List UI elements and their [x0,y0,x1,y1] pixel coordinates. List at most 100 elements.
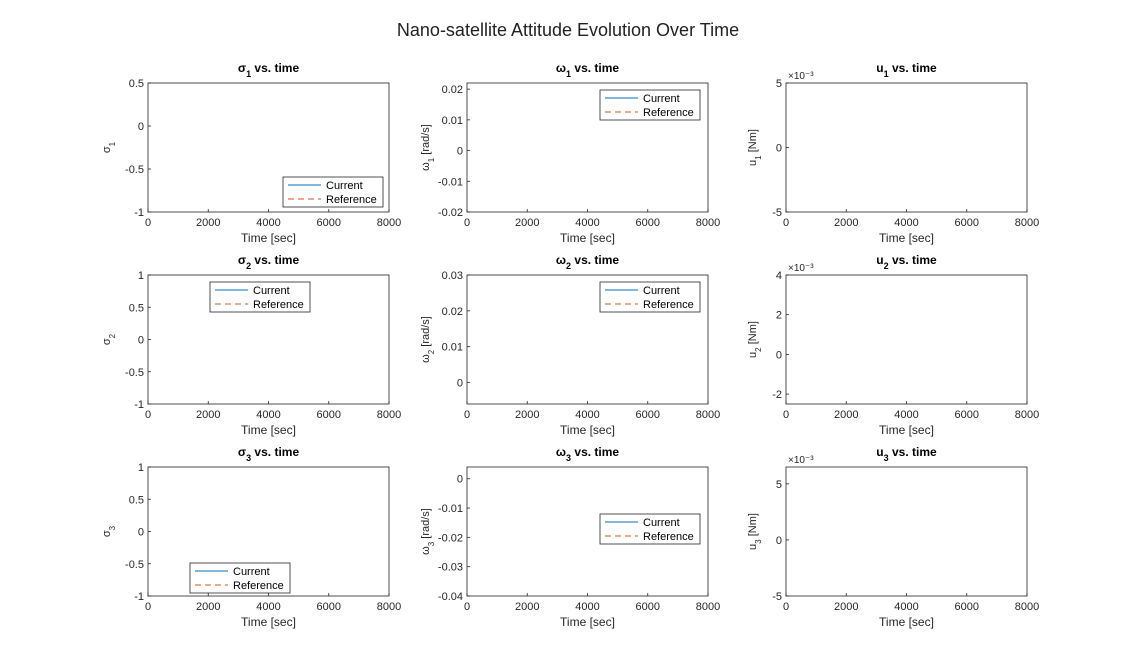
subplot-w3: 0 2000 4000 6000 8000 -0.04 -0.03 -0.02 -0.01 0 Ti… [420,445,720,629]
x-axis-label: Time [sec] [241,423,296,437]
x-tick-label: 4000 [894,409,918,421]
legend: Current Reference [209,281,311,313]
subplot-title: u3 vs. time [876,445,937,463]
y-tick-label: 0.5 [129,302,144,314]
x-tick-label: 2000 [515,409,539,421]
legend-box [209,281,311,313]
legend-label-current: Current [253,285,290,297]
legend-label-current: Current [326,180,363,192]
x-axis-label: Time [sec] [241,231,296,245]
x-tick-label: 0 [783,217,789,229]
subplot-title: σ2 vs. time [238,253,300,271]
axis-multiplier: ×10⁻³ [788,263,814,274]
legend-box [282,176,384,208]
axes-frame [785,274,1028,405]
y-tick-label: -0.5 [125,559,144,571]
y-tick-label: -1 [134,591,144,603]
x-tick-label: 2000 [196,409,220,421]
x-tick-label: 0 [464,601,470,613]
x-axis-label: Time [sec] [560,231,615,245]
x-tick-label: 0 [783,409,789,421]
y-axis-label: ω2 [rad/s] [420,316,436,363]
y-tick-label: 0.5 [129,78,144,90]
y-tick-label: -2 [772,389,782,401]
x-tick-label: 0 [464,409,470,421]
y-tick-label: 0.02 [442,306,463,318]
legend-box [189,562,291,594]
y-tick-label: -5 [772,207,782,219]
y-tick-label: 0.03 [442,270,463,282]
x-tick-label: 0 [145,601,151,613]
x-tick-label: 4000 [256,409,280,421]
x-tick-label: 8000 [377,217,401,229]
x-tick-label: 6000 [955,217,979,229]
legend-label-reference: Reference [643,531,694,543]
y-axis-label: σ3 [101,525,117,537]
x-tick-label: 6000 [955,601,979,613]
x-tick-label: 6000 [317,217,341,229]
y-tick-label: -1 [134,399,144,411]
subplot-s1: 0 2000 4000 6000 8000 -1 -0.5 0 0.5 Time [sec] σ1 σ… [101,61,401,245]
x-tick-label: 2000 [834,409,858,421]
y-tick-label: 4 [776,270,782,282]
axis-multiplier: ×10⁻³ [788,455,814,466]
subplot-w2: 0 2000 4000 6000 8000 0 0.01 0.02 0.03 Time [sec]… [420,253,720,437]
x-axis-label: Time [sec] [879,231,934,245]
legend-box [599,281,701,313]
legend: Current Reference [599,281,701,313]
y-axis-label: u3 [Nm] [747,513,763,550]
x-tick-label: 4000 [894,601,918,613]
axis-multiplier: ×10⁻³ [788,71,814,82]
y-tick-label: 0 [776,349,782,361]
legend-label-reference: Reference [253,299,304,311]
legend-label-current: Current [643,93,680,105]
legend-label-reference: Reference [233,580,284,592]
subplot-s2: 0 2000 4000 6000 8000 -1 -0.5 0 0.5 1 Time [sec] σ2… [101,253,401,437]
y-tick-label: 5 [776,78,782,90]
x-tick-label: 0 [145,409,151,421]
subplot-title: ω3 vs. time [556,445,620,463]
x-tick-label: 0 [145,217,151,229]
y-tick-label: 5 [776,479,782,491]
y-tick-label: -0.03 [438,562,463,574]
y-tick-label: -0.04 [438,591,463,603]
legend-label-current: Current [643,285,680,297]
legend: Current Reference [189,562,291,594]
x-tick-label: 2000 [834,217,858,229]
x-tick-label: 4000 [575,601,599,613]
subplot-title: u1 vs. time [876,61,937,79]
y-axis-label: σ1 [101,141,117,153]
y-tick-label: 0 [457,146,463,158]
x-axis-label: Time [sec] [560,423,615,437]
legend-label-reference: Reference [643,299,694,311]
y-tick-label: -1 [134,207,144,219]
legend: Current Reference [599,513,701,545]
subplot-s3: 0 2000 4000 6000 8000 -1 -0.5 0 0.5 1 Time [sec] σ3… [101,445,401,629]
x-axis-label: Time [sec] [879,615,934,629]
x-axis-label: Time [sec] [879,423,934,437]
x-axis-label: Time [sec] [241,615,296,629]
subplot-title: u2 vs. time [876,253,937,271]
x-tick-label: 2000 [515,601,539,613]
y-tick-label: 0.01 [442,115,463,127]
legend-label-reference: Reference [643,107,694,119]
x-tick-label: 4000 [894,217,918,229]
y-tick-label: 0 [138,121,144,133]
y-tick-label: 0 [457,378,463,390]
x-tick-label: 0 [464,217,470,229]
x-tick-label: 8000 [696,601,720,613]
y-tick-label: -0.02 [438,207,463,219]
x-tick-label: 4000 [575,217,599,229]
y-tick-label: 0 [138,527,144,539]
subplot-title: σ1 vs. time [238,61,300,79]
y-tick-label: 1 [138,462,144,474]
y-tick-label: 0.01 [442,342,463,354]
y-tick-label: 0.5 [129,494,144,506]
x-tick-label: 8000 [696,409,720,421]
y-tick-label: 1 [138,270,144,282]
x-tick-label: 8000 [1015,217,1039,229]
x-tick-label: 6000 [636,601,660,613]
